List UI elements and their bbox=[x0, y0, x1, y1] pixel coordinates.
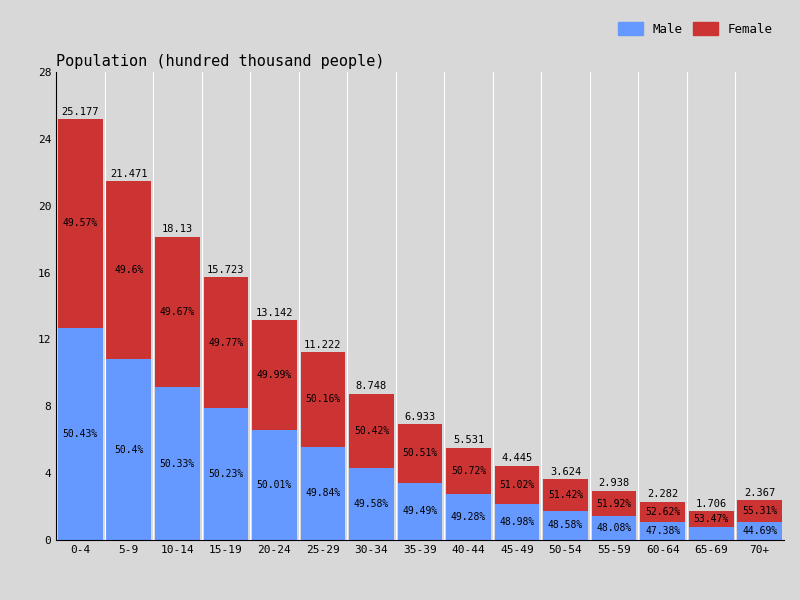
Text: 50.43%: 50.43% bbox=[62, 429, 98, 439]
Bar bbox=[543, 511, 588, 540]
Text: 49.28%: 49.28% bbox=[451, 512, 486, 522]
Bar bbox=[446, 494, 491, 540]
Text: 50.4%: 50.4% bbox=[114, 445, 143, 455]
Text: 3.624: 3.624 bbox=[550, 467, 582, 477]
Bar bbox=[106, 359, 151, 540]
Text: 44.69%: 44.69% bbox=[742, 526, 778, 536]
Bar bbox=[58, 328, 102, 540]
Text: 8.748: 8.748 bbox=[356, 381, 387, 391]
Text: 49.99%: 49.99% bbox=[257, 370, 292, 380]
Bar bbox=[398, 424, 442, 482]
Text: 11.222: 11.222 bbox=[304, 340, 342, 350]
Text: 49.49%: 49.49% bbox=[402, 506, 438, 517]
Text: 4.445: 4.445 bbox=[502, 453, 533, 463]
Bar bbox=[738, 500, 782, 523]
Text: 51.02%: 51.02% bbox=[499, 479, 534, 490]
Text: 48.58%: 48.58% bbox=[548, 520, 583, 530]
Bar bbox=[494, 503, 539, 540]
Text: 49.58%: 49.58% bbox=[354, 499, 389, 509]
Text: 2.282: 2.282 bbox=[647, 490, 678, 499]
Bar bbox=[155, 388, 200, 540]
Bar bbox=[203, 408, 248, 540]
Bar bbox=[349, 394, 394, 467]
Text: 13.142: 13.142 bbox=[256, 308, 293, 318]
Bar bbox=[155, 237, 200, 388]
Text: 50.23%: 50.23% bbox=[208, 469, 243, 479]
Bar bbox=[252, 320, 297, 430]
Text: 15.723: 15.723 bbox=[207, 265, 245, 275]
Text: 49.84%: 49.84% bbox=[306, 488, 341, 498]
Bar bbox=[640, 522, 685, 540]
Text: 50.01%: 50.01% bbox=[257, 480, 292, 490]
Text: 25.177: 25.177 bbox=[62, 107, 99, 116]
Text: 53.47%: 53.47% bbox=[694, 514, 729, 524]
Text: 52.62%: 52.62% bbox=[645, 507, 680, 517]
Text: 50.72%: 50.72% bbox=[451, 466, 486, 476]
Bar bbox=[203, 277, 248, 408]
Bar bbox=[543, 479, 588, 511]
Text: 49.57%: 49.57% bbox=[62, 218, 98, 229]
Bar bbox=[494, 466, 539, 503]
Text: 49.6%: 49.6% bbox=[114, 265, 143, 275]
Text: 1.706: 1.706 bbox=[695, 499, 727, 509]
Text: 2.367: 2.367 bbox=[744, 488, 775, 498]
Text: 49.67%: 49.67% bbox=[160, 307, 195, 317]
Text: 50.33%: 50.33% bbox=[160, 459, 195, 469]
Text: 18.13: 18.13 bbox=[162, 224, 193, 235]
Text: 50.16%: 50.16% bbox=[306, 394, 341, 404]
Text: 51.42%: 51.42% bbox=[548, 490, 583, 500]
Text: 2.938: 2.938 bbox=[598, 478, 630, 488]
Bar bbox=[106, 181, 151, 359]
Text: 50.51%: 50.51% bbox=[402, 448, 438, 458]
Text: 50.42%: 50.42% bbox=[354, 425, 389, 436]
Text: 47.38%: 47.38% bbox=[645, 526, 680, 536]
Text: 51.92%: 51.92% bbox=[597, 499, 632, 509]
Text: 48.98%: 48.98% bbox=[499, 517, 534, 527]
Text: 21.471: 21.471 bbox=[110, 169, 147, 179]
Bar bbox=[446, 448, 491, 494]
Bar bbox=[689, 527, 734, 540]
Bar bbox=[301, 446, 346, 540]
Text: 5.531: 5.531 bbox=[453, 435, 484, 445]
Text: Population (hundred thousand people): Population (hundred thousand people) bbox=[56, 55, 385, 70]
Bar bbox=[301, 352, 346, 446]
Text: 49.77%: 49.77% bbox=[208, 338, 243, 347]
Text: 6.933: 6.933 bbox=[404, 412, 436, 422]
Bar bbox=[738, 523, 782, 540]
Bar bbox=[640, 502, 685, 522]
Bar bbox=[592, 517, 637, 540]
Bar bbox=[349, 467, 394, 540]
Bar bbox=[398, 482, 442, 540]
Bar bbox=[58, 119, 102, 328]
Text: 55.31%: 55.31% bbox=[742, 506, 778, 517]
Bar bbox=[252, 430, 297, 540]
Bar bbox=[592, 491, 637, 517]
Legend: Male, Female: Male, Female bbox=[613, 17, 778, 41]
Text: 48.08%: 48.08% bbox=[597, 523, 632, 533]
Bar bbox=[689, 511, 734, 527]
